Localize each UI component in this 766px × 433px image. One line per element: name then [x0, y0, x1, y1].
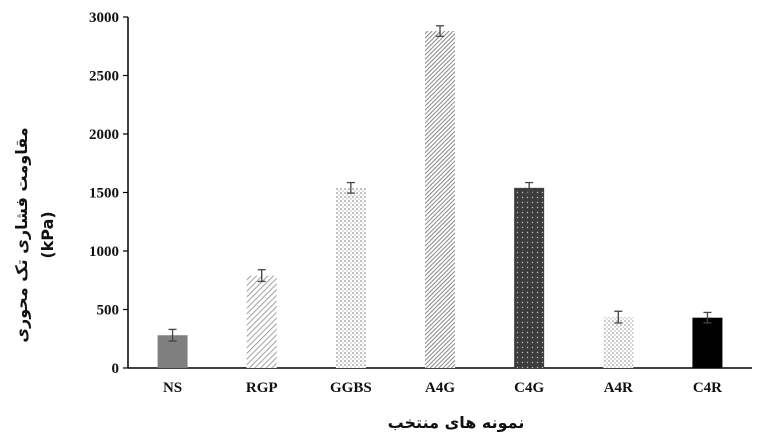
bar-c4r — [692, 317, 723, 368]
bar-ggbs — [335, 187, 366, 368]
y-tick-label: 2000 — [89, 127, 119, 143]
error-bar-c4r — [703, 311, 712, 324]
x-ticks: NS RGP GGBS A4G C4G A4R C4R — [163, 380, 722, 396]
error-bar-rgp — [257, 269, 266, 283]
bar-rgp — [246, 275, 277, 368]
x-tick-label-c4r: C4R — [693, 380, 722, 396]
x-tick-label-c4g: C4G — [514, 380, 544, 396]
x-tick-label-rgp: RGP — [246, 380, 278, 396]
y-ticks: 0 500 1000 1500 2000 2500 3000 — [89, 10, 128, 377]
error-bar-ns — [168, 328, 177, 342]
bar-a4g — [425, 31, 455, 368]
y-tick-label: 2500 — [89, 69, 119, 85]
error-bar-ggbs — [346, 181, 355, 194]
y-axis-title-group: مقاومت فشاری تک محوری (kPa) — [12, 127, 57, 342]
y-axis-title: مقاومت فشاری تک محوری — [12, 127, 31, 342]
x-tick-label-a4g: A4G — [425, 380, 455, 396]
y-tick-label: 1500 — [89, 186, 119, 202]
y-axis-unit: (kPa) — [38, 211, 57, 258]
x-axis-title: نمونه های منتخب — [388, 413, 525, 432]
x-tick-label-ggbs: GGBS — [330, 380, 372, 396]
y-tick-label: 1000 — [89, 244, 119, 260]
x-tick-label-ns: NS — [163, 380, 182, 396]
error-bar-a4g — [436, 25, 444, 37]
bar-a4r — [603, 317, 634, 368]
bar-c4g — [514, 187, 545, 368]
y-tick-label: 3000 — [89, 10, 119, 26]
error-bar-a4r — [614, 310, 623, 324]
y-tick-label: 500 — [97, 303, 120, 319]
bars — [157, 25, 723, 368]
y-tick-label: 0 — [112, 361, 120, 377]
x-tick-label-a4r: A4R — [604, 380, 633, 396]
error-bar-c4g — [525, 181, 534, 194]
